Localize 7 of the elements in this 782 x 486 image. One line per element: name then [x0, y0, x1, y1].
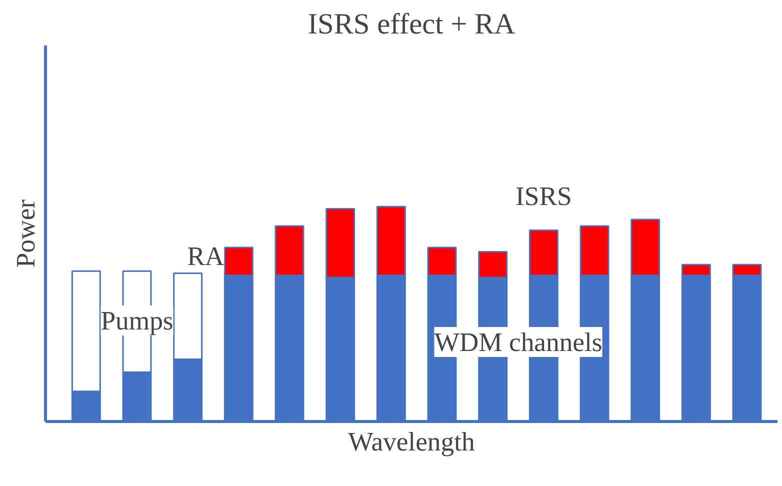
y-axis-title: Power	[10, 199, 40, 268]
annotation: Pumps	[100, 306, 174, 336]
annotation: ISRS	[516, 180, 572, 211]
annotation: RA	[187, 241, 225, 272]
x-axis-title: Wavelength	[348, 426, 475, 456]
annotation: WDM channels	[434, 327, 602, 358]
chart-title: ISRS effect + RA	[308, 8, 516, 40]
